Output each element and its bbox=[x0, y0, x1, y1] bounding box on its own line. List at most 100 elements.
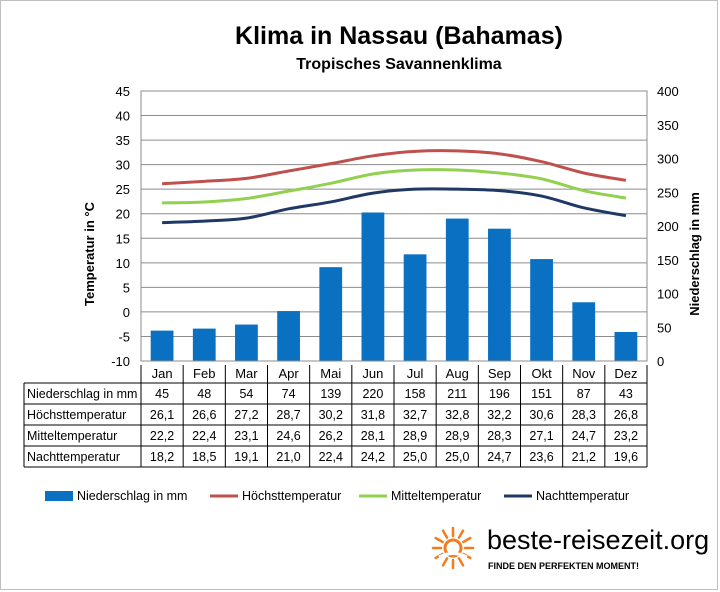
line-höchsttemperatur bbox=[161, 149, 627, 186]
table-cell: 27,1 bbox=[529, 429, 553, 443]
sun-ray bbox=[441, 557, 449, 567]
y-axis-right-label: Niederschlag in mm bbox=[687, 192, 702, 316]
y-right-tick-label: 200 bbox=[657, 219, 679, 234]
table-cell: 22,2 bbox=[150, 429, 174, 443]
table-cell: 21,0 bbox=[276, 450, 300, 464]
legend: Niederschlag in mm Höchsttemperatur Mittel… bbox=[45, 489, 629, 503]
legend-label: Nachttemperatur bbox=[536, 489, 629, 503]
table-cell: 23,6 bbox=[529, 450, 553, 464]
brand-slogan: FINDE DEN PERFEKTEN MOMENT! bbox=[488, 561, 639, 571]
y-right-tick-label: 350 bbox=[657, 118, 679, 133]
precipitation-bar bbox=[488, 228, 511, 361]
sun-horizon bbox=[438, 552, 468, 559]
table-cell: 54 bbox=[239, 387, 253, 401]
table-cell: 19,6 bbox=[614, 450, 638, 464]
precipitation-bar bbox=[445, 218, 469, 361]
table-cell: 32,2 bbox=[487, 408, 511, 422]
table-row-header: Höchsttemperatur bbox=[27, 408, 126, 422]
legend-label: Höchsttemperatur bbox=[242, 489, 341, 503]
sun-ray bbox=[457, 557, 465, 567]
table-cell: 139 bbox=[320, 387, 341, 401]
table-cell: 24,7 bbox=[572, 429, 596, 443]
y-right-tick-label: 250 bbox=[657, 185, 679, 200]
table-cell: 21,2 bbox=[572, 450, 596, 464]
table-cell: 28,9 bbox=[445, 429, 469, 443]
precipitation-bar bbox=[192, 328, 216, 361]
precipitation-bar bbox=[277, 311, 300, 361]
table-cell: 28,3 bbox=[487, 429, 511, 443]
y-left-tick-label: 20 bbox=[116, 207, 130, 222]
sun-ray bbox=[434, 536, 444, 544]
table-cell: 26,6 bbox=[192, 408, 216, 422]
month-label: Jun bbox=[362, 366, 383, 381]
y-left-tick-label: 5 bbox=[123, 280, 130, 295]
precipitation-bar bbox=[530, 259, 553, 361]
precipitation-bar bbox=[614, 331, 638, 361]
y-right-tick-label: 50 bbox=[657, 320, 671, 335]
table-cell: 22,4 bbox=[192, 429, 216, 443]
y-left-tick-label: 30 bbox=[116, 158, 130, 173]
sun-icon bbox=[431, 526, 475, 570]
table-cell: 22,4 bbox=[319, 450, 343, 464]
table-cell: 30,2 bbox=[319, 408, 343, 422]
plot-border bbox=[140, 90, 648, 362]
branding: beste-reisezeit.org FINDE DEN PERFEKTEN … bbox=[431, 525, 709, 571]
y-left-tick-label: 40 bbox=[116, 109, 130, 124]
table-cell: 27,2 bbox=[234, 408, 258, 422]
precipitation-bar bbox=[361, 212, 385, 361]
table-row-header: Nachttemperatur bbox=[27, 450, 120, 464]
line-mitteltemperatur bbox=[162, 168, 627, 205]
table-cell: 19,1 bbox=[234, 450, 258, 464]
table-cell: 28,7 bbox=[276, 408, 300, 422]
month-label: Okt bbox=[531, 366, 552, 381]
table-cell: 220 bbox=[362, 387, 383, 401]
y-left-tick-label: 25 bbox=[116, 182, 130, 197]
sun-ray bbox=[462, 536, 472, 544]
table-cell: 45 bbox=[155, 387, 169, 401]
table-cell: 23,2 bbox=[614, 429, 638, 443]
table-cell: 158 bbox=[405, 387, 426, 401]
month-label: Aug bbox=[446, 366, 469, 381]
month-label: Dez bbox=[614, 366, 637, 381]
y-left-tick-label: 15 bbox=[116, 231, 130, 246]
table-cell: 196 bbox=[489, 387, 510, 401]
table-cell: 24,7 bbox=[487, 450, 511, 464]
y-left-tick-label: -5 bbox=[118, 329, 130, 344]
precipitation-bar bbox=[572, 302, 596, 361]
table-cell: 28,9 bbox=[403, 429, 427, 443]
table-cell: 32,8 bbox=[445, 408, 469, 422]
month-label: Feb bbox=[193, 366, 215, 381]
table-row-header: Niederschlag in mm bbox=[27, 387, 137, 401]
chart-subtitle: Tropisches Savannenklima bbox=[296, 56, 502, 73]
table-cell: 26,8 bbox=[614, 408, 638, 422]
precipitation-bar bbox=[235, 324, 258, 361]
brand-site-name: beste-reisezeit.org bbox=[487, 525, 709, 555]
precipitation-bar bbox=[319, 267, 343, 361]
sun-core bbox=[443, 538, 463, 558]
y-right-tick-label: 150 bbox=[657, 253, 679, 268]
table-cell: 31,8 bbox=[361, 408, 385, 422]
month-label: Sep bbox=[488, 366, 511, 381]
table-cell: 211 bbox=[447, 387, 467, 401]
y-right-tick-label: 100 bbox=[657, 287, 679, 302]
month-label: Mai bbox=[320, 366, 341, 381]
table-cell: 26,2 bbox=[319, 429, 343, 443]
table-cell: 23,1 bbox=[234, 429, 258, 443]
table-cell: 18,5 bbox=[192, 450, 216, 464]
month-label: Jan bbox=[152, 366, 173, 381]
table-row-header: Mitteltemperatur bbox=[27, 429, 117, 443]
table-cell: 18,2 bbox=[150, 450, 174, 464]
chart-title: Klima in Nassau (Bahamas) bbox=[235, 22, 563, 50]
table-cell: 25,0 bbox=[403, 450, 427, 464]
y-left-tick-label: 0 bbox=[123, 305, 130, 320]
table-cell: 28,1 bbox=[361, 429, 385, 443]
table-cell: 151 bbox=[531, 387, 552, 401]
table-cell: 48 bbox=[197, 387, 211, 401]
y-right-tick-label: 400 bbox=[657, 84, 679, 99]
table-cell: 28,3 bbox=[572, 408, 596, 422]
month-label: Jul bbox=[407, 366, 424, 381]
table-cell: 32,7 bbox=[403, 408, 427, 422]
precipitation-bar bbox=[150, 330, 174, 361]
sun-ray bbox=[457, 529, 465, 539]
